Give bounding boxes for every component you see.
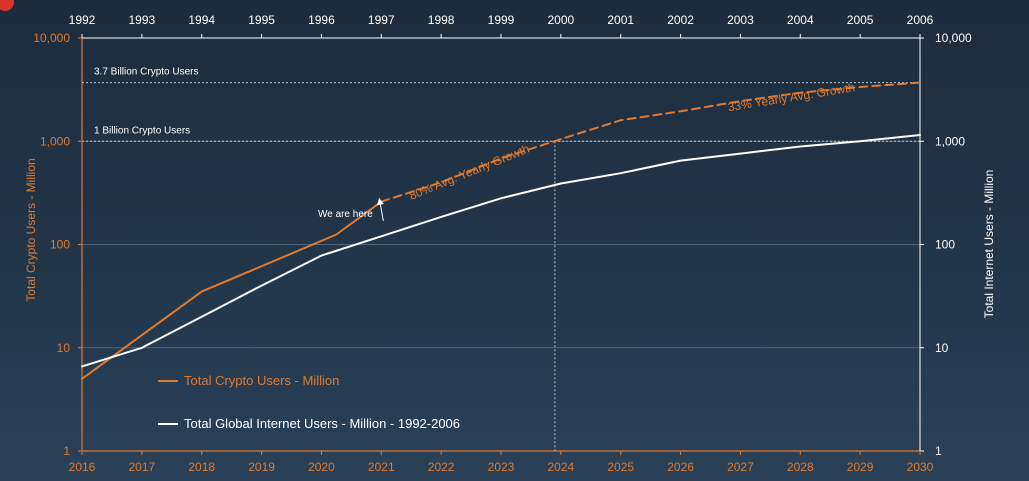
logo-fragment-icon — [0, 0, 14, 11]
series-line-1 — [380, 81, 921, 203]
legend-label-internet: Total Global Internet Users - Million - … — [184, 416, 460, 431]
y-tick-label-right: 1 — [935, 444, 942, 458]
x-tick-label-top: 1992 — [69, 13, 96, 27]
annotations: We are here 80% Avg. Yearly Growth 33% Yea… — [318, 80, 856, 222]
series-line-0 — [81, 200, 383, 380]
x-tick-label-bottom: 2028 — [787, 460, 814, 474]
series-lines — [81, 81, 921, 380]
x-tick-label-bottom: 2019 — [248, 460, 275, 474]
x-tick-label-bottom: 2029 — [847, 460, 874, 474]
tick-labels: 1 1 10 10 100 100 1,000 1,000 10,000 10,000 2016 20… — [33, 13, 972, 474]
reference-line-label: 1 Billion Crypto Users — [94, 125, 190, 136]
y-tick-label-right: 10,000 — [935, 31, 972, 45]
x-tick-label-top: 2001 — [607, 13, 634, 27]
reference-lines: 3.7 Billion Crypto Users 1 Billion Crypto… — [82, 67, 920, 451]
x-tick-label-top: 2005 — [847, 13, 874, 27]
y-tick-label-right: 100 — [935, 238, 955, 252]
x-tick-label-bottom: 2027 — [727, 460, 754, 474]
x-tick-label-top: 1999 — [488, 13, 515, 27]
x-tick-label-top: 1998 — [428, 13, 455, 27]
x-tick-label-bottom: 2020 — [308, 460, 335, 474]
y-tick-label-left: 1,000 — [40, 134, 70, 148]
x-tick-label-top: 2003 — [727, 13, 754, 27]
axes — [81, 37, 921, 452]
x-tick-label-top: 1995 — [248, 13, 275, 27]
x-tick-label-bottom: 2024 — [548, 460, 575, 474]
x-tick-label-bottom: 2022 — [428, 460, 455, 474]
y-tick-label-right: 1,000 — [935, 134, 965, 148]
legend: Total Crypto Users - Million Total Globa… — [158, 373, 460, 431]
series-line-2 — [81, 134, 921, 368]
x-tick-label-bottom: 2030 — [907, 460, 934, 474]
x-tick-label-bottom: 2017 — [129, 460, 156, 474]
annotation-note: We are here — [318, 209, 373, 220]
y-tick-label-left: 10,000 — [33, 31, 70, 45]
x-tick-label-top: 2006 — [907, 13, 934, 27]
annotation-arrow — [376, 197, 384, 222]
growth-annotation: 80% Avg. Yearly Growth — [407, 142, 531, 203]
y-axis-title-right: Total Internet Users - Million — [982, 170, 996, 319]
x-tick-label-top: 1996 — [308, 13, 335, 27]
y-tick-label-right: 10 — [935, 341, 949, 355]
legend-label-crypto: Total Crypto Users - Million — [184, 373, 339, 388]
reference-line-label: 3.7 Billion Crypto Users — [94, 67, 198, 78]
x-tick-label-bottom: 2023 — [488, 460, 515, 474]
x-tick-label-bottom: 2016 — [69, 460, 96, 474]
y-tick-label-left: 100 — [50, 238, 70, 252]
y-tick-label-left: 1 — [63, 444, 70, 458]
gridlines — [78, 34, 924, 455]
x-tick-label-bottom: 2018 — [188, 460, 215, 474]
y-axis-title-left: Total Crypto Users - Million — [24, 158, 38, 301]
x-tick-label-top: 2000 — [548, 13, 575, 27]
x-tick-label-bottom: 2021 — [368, 460, 395, 474]
x-tick-label-bottom: 2026 — [667, 460, 694, 474]
x-tick-label-top: 1994 — [188, 13, 215, 27]
x-tick-label-top: 2002 — [667, 13, 694, 27]
growth-annotation: 33% Yearly Avg. Growth — [727, 80, 856, 114]
x-tick-label-top: 2004 — [787, 13, 814, 27]
x-tick-label-top: 1993 — [129, 13, 156, 27]
x-tick-label-top: 1997 — [368, 13, 395, 27]
x-tick-label-bottom: 2025 — [607, 460, 634, 474]
y-tick-label-left: 10 — [57, 341, 71, 355]
